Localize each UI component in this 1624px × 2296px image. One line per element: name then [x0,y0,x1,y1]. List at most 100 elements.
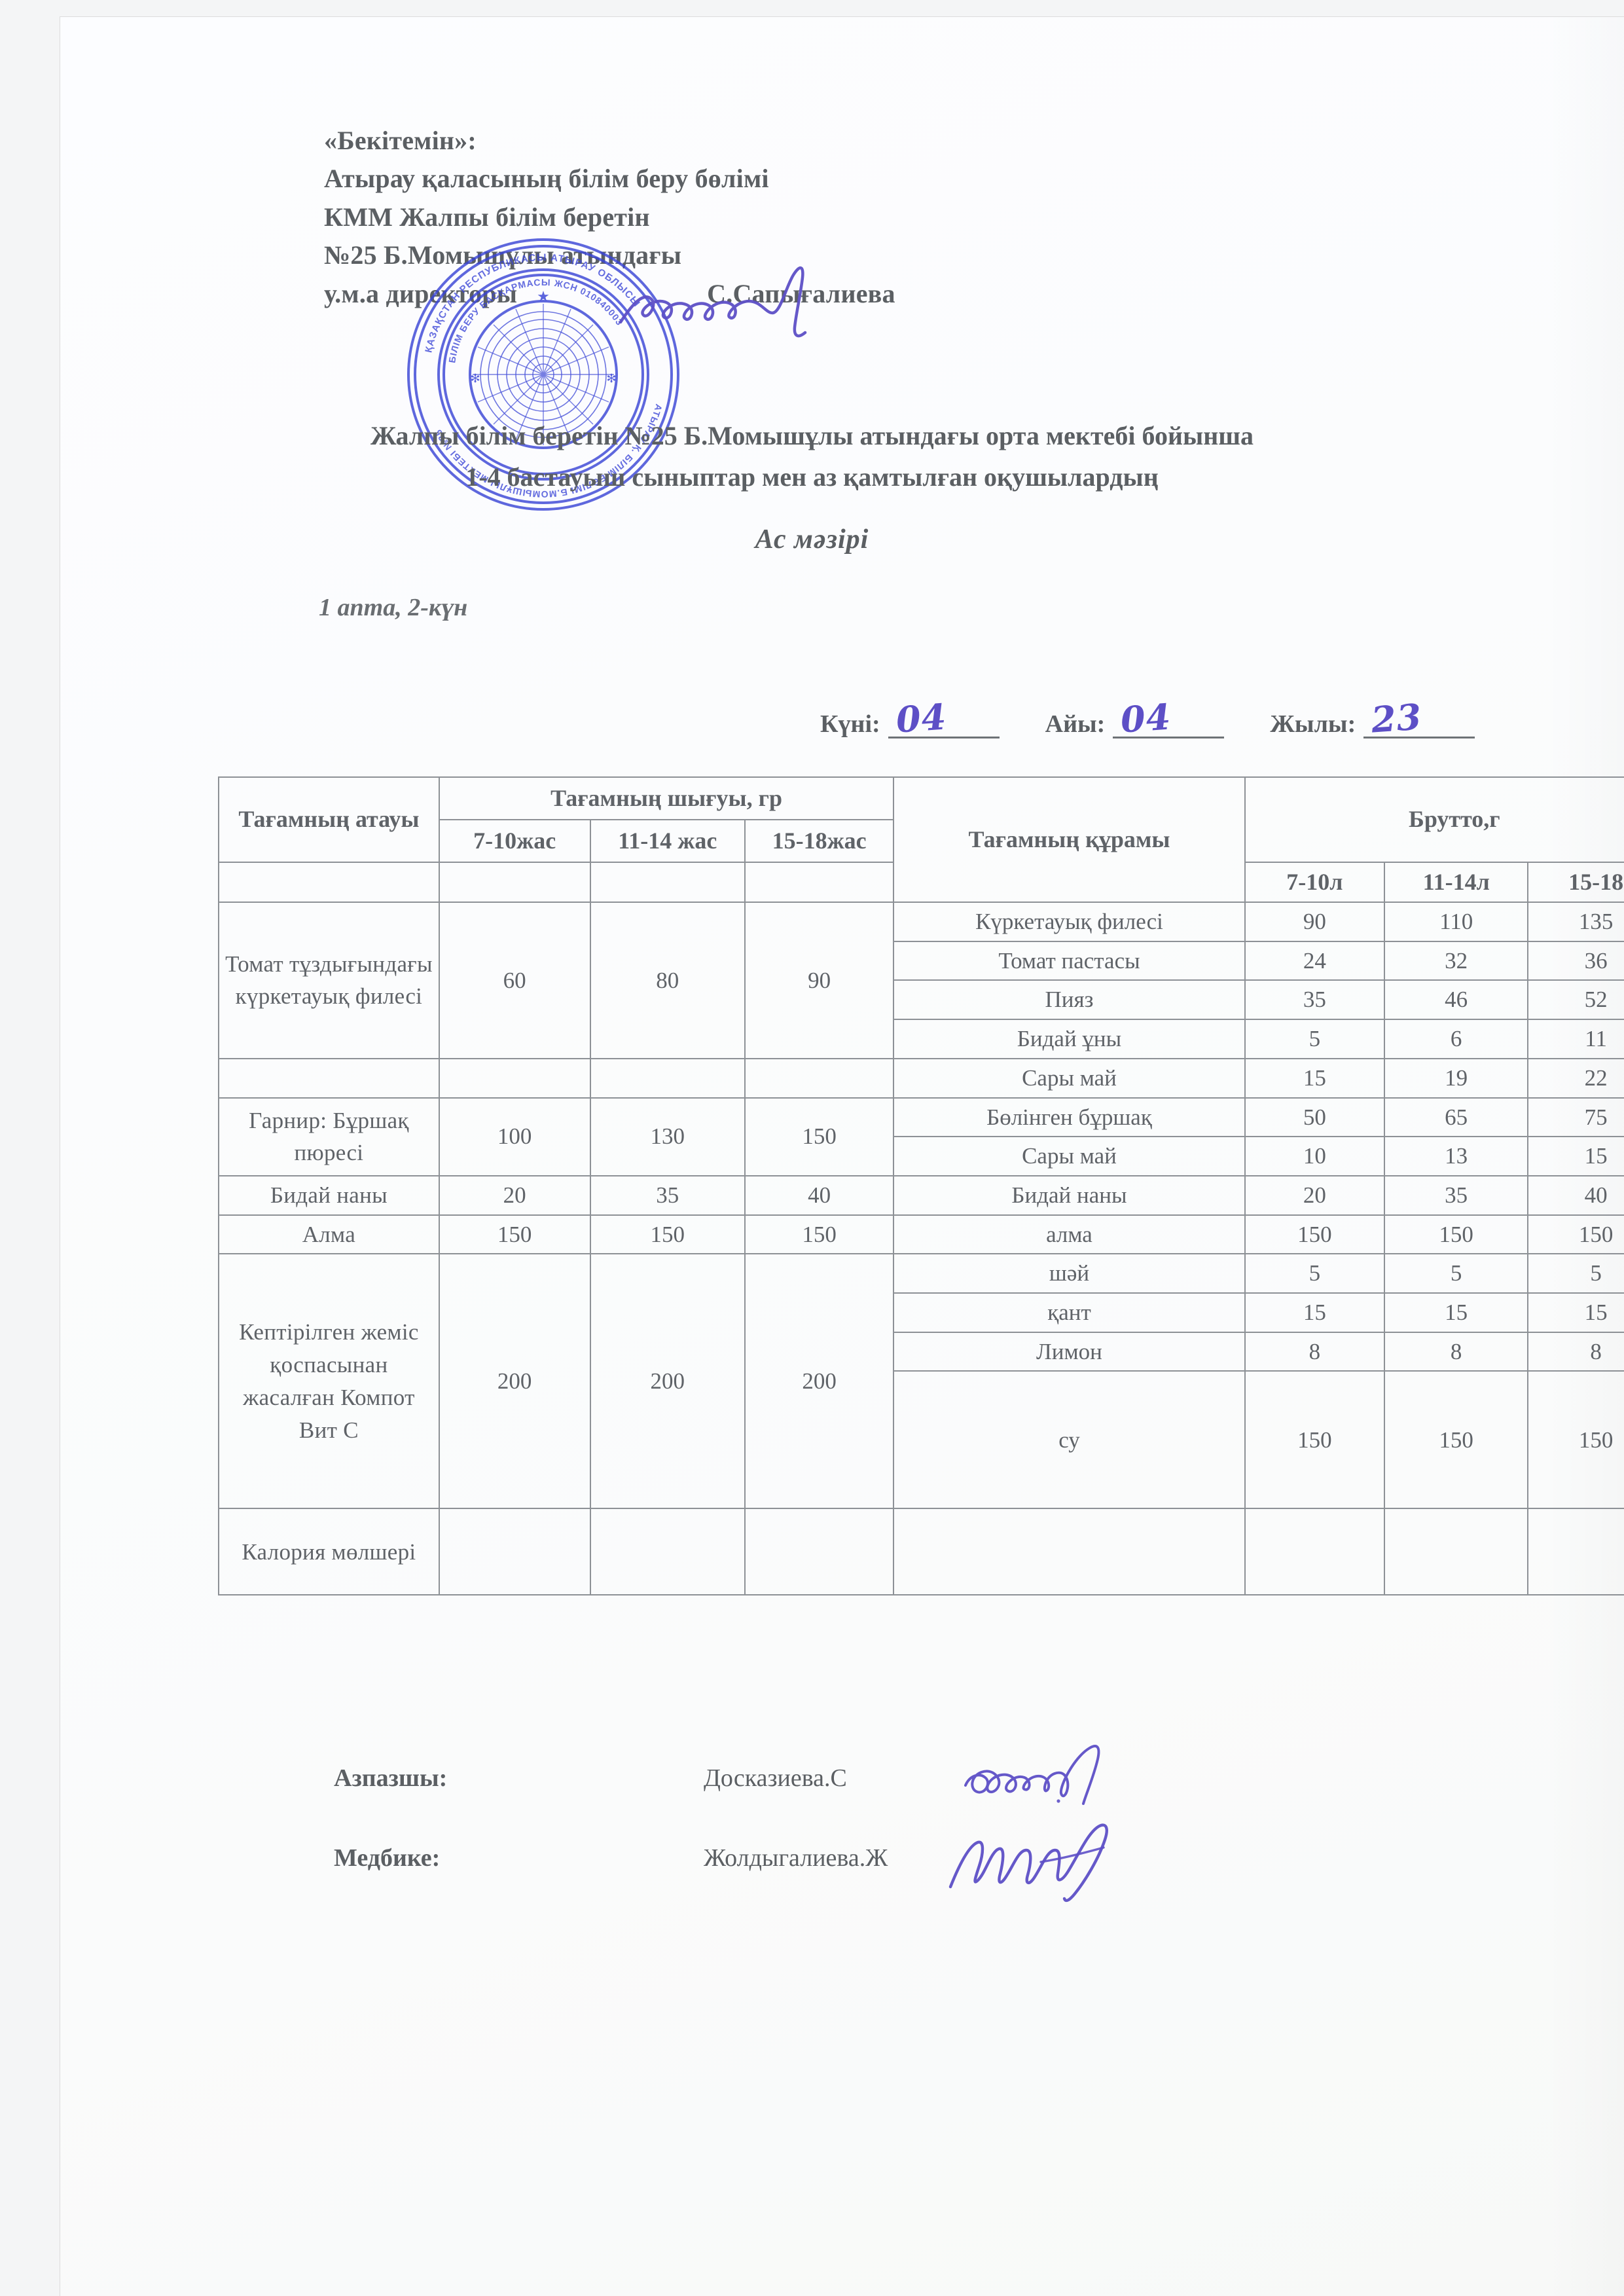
day-input[interactable]: 04 [888,695,1000,741]
ingredient-brutto: 110 [1384,902,1529,942]
year-value: 23 [1370,695,1424,741]
ingredient-brutto: 6 [1384,1019,1529,1059]
th-spacer-y1 [438,861,591,903]
director-name: С.Сапығалиева [707,278,895,308]
ingredient-brutto: 5 [1384,1253,1529,1294]
table-row: қант 15 15 15 [219,1292,1624,1333]
year-label: Жылы: [1270,710,1356,738]
week-day-label: 1 апта, 2-күн [319,594,468,621]
dish-yield-blank [438,1057,591,1099]
th-brutto: Брутто,г [1244,776,1624,863]
calorie-value [893,1508,1246,1596]
table-body: Томат тұздығындағы күркетауық филесі 60 … [218,902,1624,1596]
ingredient-brutto: 65 [1384,1097,1529,1138]
table-row: Алма 150 150 150 алма 150 150 150 [218,1214,1624,1255]
dish-yield: 150 [744,1097,895,1176]
ingredient-brutto: 15 [1527,1292,1624,1333]
dish-yield: 200 [589,1253,746,1510]
ingredient-name: Лимон [893,1331,1246,1372]
dish-name-blank [218,1057,440,1099]
dish-yield: 150 [589,1214,746,1255]
cook-name: Досказиева.С [704,1764,847,1792]
dish-yield: 100 [438,1097,591,1176]
dish-yield: 90 [744,902,895,1059]
th-spacer-y3 [744,861,895,903]
ingredient-brutto: 135 [1527,902,1624,942]
calorie-label: Калория мөлшері [218,1508,440,1596]
date-row: Күні: 04 Айы: 04 Жылы: 23 [820,695,1475,741]
th-dish-name: Тағамның атауы [218,776,440,863]
menu-table: Тағамның атауы Тағамның шығуы, гр Тағамн… [218,776,1624,1596]
year-field[interactable]: Жылы: 23 [1270,695,1475,741]
ingredient-brutto: 35 [1384,1175,1529,1216]
table-header-row-1: Тағамның атауы Тағамның шығуы, гр Тағамн… [218,776,1624,903]
nurse-label: Медбике: [334,1844,441,1872]
th-dish-yield: Тағамның шығуы, гр [438,776,895,820]
ingredient-brutto: 75 [1527,1097,1624,1138]
ingredient-brutto: 15 [1384,1292,1529,1333]
table-row: су 150 150 150 [219,1370,1624,1510]
calorie-row: Калория мөлшері [218,1508,1624,1596]
ingredient-name: Күркетауық филесі [893,902,1246,942]
table-row: Томат пастасы 24 32 36 [219,940,1624,981]
dish-yield: 80 [589,902,746,1059]
ingredient-name: Бөлінген бұршақ [893,1097,1246,1138]
ingredient-brutto: 8 [1244,1331,1386,1372]
ingredient-brutto: 90 [1244,902,1386,942]
table-header-row-3: 7-10л 11-14л 15-18 [218,861,1624,903]
ingredient-brutto: 150 [1244,1370,1386,1510]
dish-yield: 20 [438,1175,591,1216]
th-yield-age-1: 7-10жас [438,819,591,863]
ingredient-brutto: 150 [1527,1214,1624,1255]
ingredient-brutto: 15 [1527,1136,1624,1176]
ingredient-brutto: 36 [1527,940,1624,981]
table-row: Томат тұздығындағы күркетауық филесі 60 … [218,902,1624,1059]
calorie-value [589,1508,746,1596]
ingredient-name: Бидай ұны [893,1019,1246,1059]
institution-type-line: КММ Жалпы білім беретін [324,202,650,232]
ingredient-name: Бидай наны [893,1175,1246,1216]
month-input[interactable]: 04 [1113,695,1225,741]
th-brutto-age-1: 7-10л [1244,861,1386,903]
ingredient-brutto: 22 [1527,1057,1624,1099]
th-yield-age-3: 15-18жас [744,819,895,863]
ingredient-brutto: 8 [1384,1331,1529,1372]
ingredient-brutto: 5 [1244,1253,1386,1294]
director-label: у.м.а директоры [324,278,518,308]
month-value: 04 [1119,695,1173,741]
day-value: 04 [894,695,948,741]
dish-name: Бидай наны [218,1175,440,1216]
year-input[interactable]: 23 [1363,695,1475,741]
cook-label: Азпазшы: [334,1764,448,1792]
ingredient-name: қант [893,1292,1246,1333]
ingredient-brutto: 5 [1244,1019,1386,1059]
dish-yield: 60 [438,902,591,1059]
approval-label: «Бекітемін»: [324,126,477,155]
ingredient-brutto: 32 [1384,940,1529,981]
th-spacer-name [218,861,440,903]
dish-name: Кептірілген жеміс қоспасынан жасалған Ко… [218,1253,440,1510]
ingredient-brutto: 15 [1244,1292,1386,1333]
ingredient-brutto: 15 [1244,1057,1386,1099]
table-row: Кептірілген жеміс қоспасынан жасалған Ко… [218,1253,1624,1510]
ingredient-brutto: 8 [1527,1331,1624,1372]
th-spacer-y2 [589,861,746,903]
th-yield-age-2: 11-14 жас [589,819,746,863]
dish-name: Гарнир: Бұршақ пюресі [218,1097,440,1176]
page-title: Ас мәзірі [755,524,869,555]
ingredient-name: Томат пастасы [893,940,1246,981]
ingredient-name: Пияз [893,979,1246,1021]
month-field[interactable]: Айы: 04 [1045,695,1225,741]
ingredient-brutto: 150 [1527,1370,1624,1510]
table-row: Сары май 15 19 22 [218,1057,1624,1099]
table-row: Бидай ұны 5 6 11 [219,1019,1624,1059]
day-field[interactable]: Күні: 04 [820,695,1000,741]
ingredient-name: су [893,1370,1246,1510]
ingredient-brutto: 46 [1384,979,1529,1021]
th-dish-composition: Тағамның құрамы [893,776,1246,903]
ingredient-brutto: 11 [1527,1019,1624,1059]
dish-yield: 200 [744,1253,895,1510]
nurse-name: Жолдыгалиева.Ж [704,1844,888,1872]
dish-yield: 200 [438,1253,591,1510]
